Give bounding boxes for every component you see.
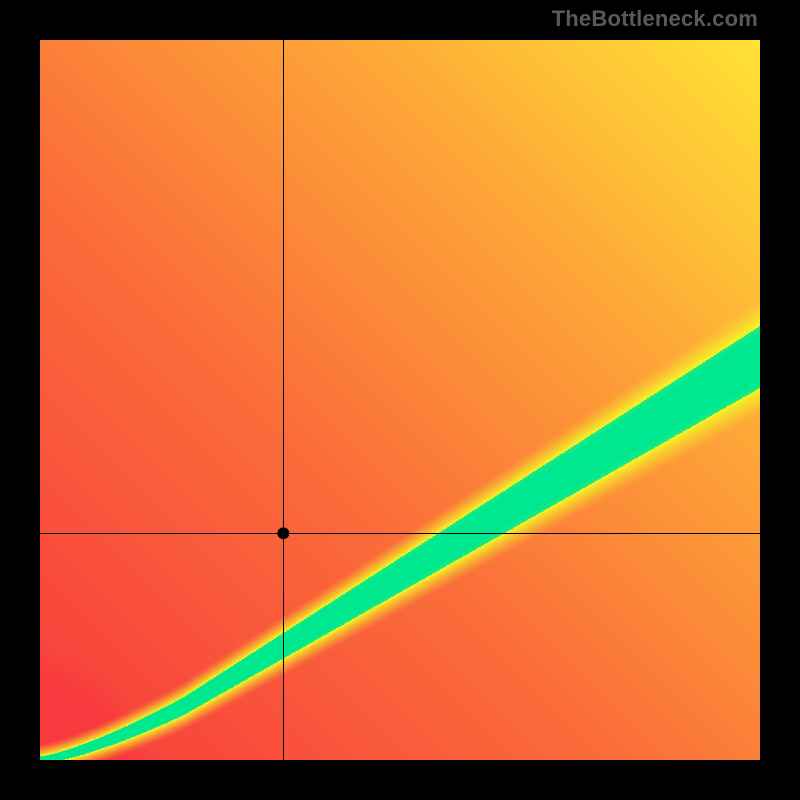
chart-frame: TheBottleneck.com xyxy=(0,0,800,800)
crosshair-overlay xyxy=(40,40,760,760)
plot-area xyxy=(40,40,760,760)
watermark-text: TheBottleneck.com xyxy=(552,6,758,32)
